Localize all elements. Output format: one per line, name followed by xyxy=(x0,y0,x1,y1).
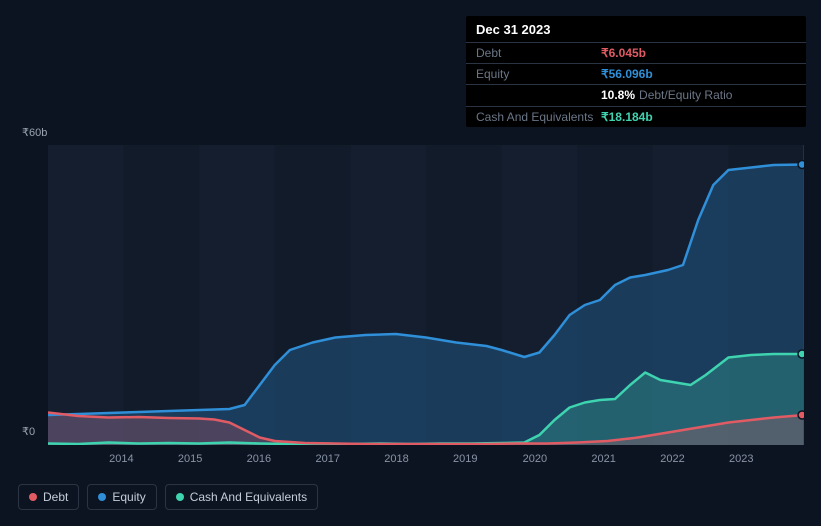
tooltip-row-value: ₹56.096b xyxy=(601,67,653,81)
y-axis-label-max: ₹60b xyxy=(22,126,47,139)
tooltip-row-value: 10.8% xyxy=(601,88,635,102)
tooltip-row: 10.8% Debt/Equity Ratio xyxy=(466,85,806,106)
chart-container: ₹60b ₹0 2014 2015 2016 2017 2018 2019 2020 2021… xyxy=(18,125,804,465)
tooltip-row-label: Debt xyxy=(476,46,601,60)
end-marker xyxy=(798,411,804,419)
chart-tooltip: Dec 31 2023 Debt₹6.045bEquity₹56.096b10.… xyxy=(466,16,806,127)
tooltip-date: Dec 31 2023 xyxy=(466,16,806,43)
x-axis: 2014 2015 2016 2017 2018 2019 2020 2021 2022 2023 xyxy=(48,447,804,467)
x-axis-tick: 2020 xyxy=(523,453,547,465)
legend-dot-icon xyxy=(98,493,106,501)
x-axis-tick: 2017 xyxy=(315,453,339,465)
tooltip-row: Debt₹6.045b xyxy=(466,43,806,64)
legend-item-debt[interactable]: Debt xyxy=(18,484,79,510)
tooltip-row: Equity₹56.096b xyxy=(466,64,806,85)
y-axis-label-zero: ₹0 xyxy=(22,425,35,438)
x-axis-tick: 2015 xyxy=(178,453,202,465)
legend-dot-icon xyxy=(176,493,184,501)
end-marker xyxy=(798,161,804,169)
end-marker xyxy=(798,350,804,358)
x-axis-tick: 2022 xyxy=(660,453,684,465)
legend-dot-icon xyxy=(29,493,37,501)
x-axis-tick: 2016 xyxy=(247,453,271,465)
x-axis-tick: 2019 xyxy=(453,453,477,465)
x-axis-tick: 2023 xyxy=(729,453,753,465)
tooltip-row-label: Cash And Equivalents xyxy=(476,110,601,124)
legend-label: Debt xyxy=(43,490,68,504)
chart-plot-area[interactable] xyxy=(48,145,804,445)
tooltip-row-sublabel: Debt/Equity Ratio xyxy=(639,88,732,102)
tooltip-row-value: ₹6.045b xyxy=(601,46,646,60)
legend-label: Equity xyxy=(112,490,145,504)
x-axis-tick: 2018 xyxy=(384,453,408,465)
tooltip-row-value: ₹18.184b xyxy=(601,110,653,124)
legend-item-equity[interactable]: Equity xyxy=(87,484,156,510)
tooltip-row-label: Equity xyxy=(476,67,601,81)
legend-label: Cash And Equivalents xyxy=(190,490,307,504)
x-axis-tick: 2014 xyxy=(109,453,133,465)
legend-item-cash-and-equivalents[interactable]: Cash And Equivalents xyxy=(165,484,318,510)
x-axis-tick: 2021 xyxy=(591,453,615,465)
chart-legend: Debt Equity Cash And Equivalents xyxy=(18,484,318,510)
